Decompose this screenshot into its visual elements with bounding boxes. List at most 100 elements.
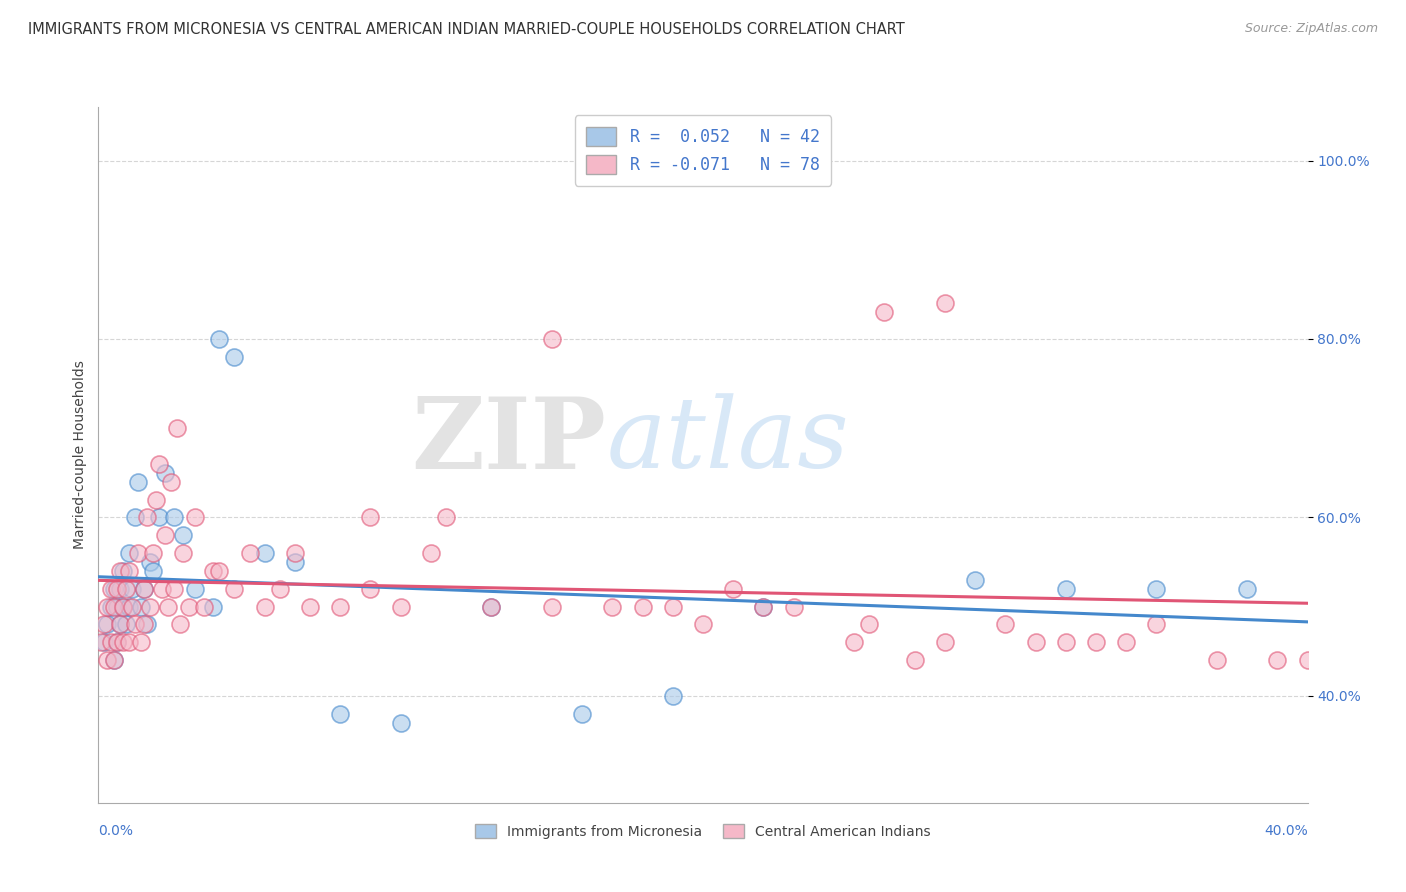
- Point: [224, 350, 246, 364]
- Point: [96, 617, 118, 632]
- Point: [1144, 617, 1167, 632]
- Point: [299, 599, 322, 614]
- Point: [1115, 635, 1137, 649]
- Point: [329, 599, 352, 614]
- Point: [208, 332, 231, 346]
- Text: 0.0%: 0.0%: [98, 823, 134, 838]
- Point: [127, 475, 149, 489]
- Point: [420, 546, 443, 560]
- Point: [253, 599, 276, 614]
- Point: [139, 555, 162, 569]
- Point: [108, 617, 131, 632]
- Point: [142, 546, 165, 560]
- Point: [193, 599, 215, 614]
- Point: [163, 510, 186, 524]
- Point: [132, 617, 155, 632]
- Point: [169, 617, 191, 632]
- Y-axis label: Married-couple Households: Married-couple Households: [73, 360, 87, 549]
- Point: [148, 510, 170, 524]
- Point: [103, 582, 125, 596]
- Point: [184, 582, 207, 596]
- Text: Source: ZipAtlas.com: Source: ZipAtlas.com: [1244, 22, 1378, 36]
- Point: [132, 582, 155, 596]
- Point: [93, 635, 115, 649]
- Point: [661, 599, 683, 614]
- Point: [1024, 635, 1046, 649]
- Point: [96, 653, 118, 667]
- Point: [481, 599, 503, 614]
- Point: [994, 617, 1017, 632]
- Point: [105, 635, 128, 649]
- Point: [163, 582, 186, 596]
- Point: [904, 653, 927, 667]
- Point: [153, 528, 176, 542]
- Point: [360, 510, 382, 524]
- Point: [100, 635, 122, 649]
- Point: [111, 635, 134, 649]
- Point: [172, 528, 194, 542]
- Point: [1144, 582, 1167, 596]
- Point: [160, 475, 183, 489]
- Point: [202, 599, 225, 614]
- Point: [108, 617, 131, 632]
- Point: [1236, 582, 1258, 596]
- Point: [284, 546, 307, 560]
- Point: [100, 599, 122, 614]
- Point: [96, 599, 118, 614]
- Text: IMMIGRANTS FROM MICRONESIA VS CENTRAL AMERICAN INDIAN MARRIED-COUPLE HOUSEHOLDS : IMMIGRANTS FROM MICRONESIA VS CENTRAL AM…: [28, 22, 905, 37]
- Point: [105, 635, 128, 649]
- Point: [1054, 635, 1077, 649]
- Point: [132, 582, 155, 596]
- Point: [121, 599, 143, 614]
- Legend: Immigrants from Micronesia, Central American Indians: Immigrants from Micronesia, Central Amer…: [470, 819, 936, 845]
- Point: [1085, 635, 1108, 649]
- Point: [108, 582, 131, 596]
- Point: [752, 599, 775, 614]
- Point: [114, 582, 136, 596]
- Point: [118, 599, 141, 614]
- Point: [145, 492, 167, 507]
- Point: [723, 582, 745, 596]
- Point: [540, 332, 562, 346]
- Point: [224, 582, 246, 596]
- Point: [93, 617, 115, 632]
- Point: [202, 564, 225, 578]
- Point: [118, 635, 141, 649]
- Point: [269, 582, 291, 596]
- Point: [124, 510, 146, 524]
- Point: [100, 582, 122, 596]
- Point: [105, 582, 128, 596]
- Point: [105, 599, 128, 614]
- Point: [481, 599, 503, 614]
- Point: [172, 546, 194, 560]
- Point: [153, 466, 176, 480]
- Point: [661, 689, 683, 703]
- Point: [118, 564, 141, 578]
- Point: [129, 599, 152, 614]
- Point: [111, 564, 134, 578]
- Point: [934, 635, 956, 649]
- Point: [103, 653, 125, 667]
- Point: [571, 706, 593, 721]
- Point: [858, 617, 880, 632]
- Point: [1054, 582, 1077, 596]
- Point: [389, 715, 412, 730]
- Point: [103, 653, 125, 667]
- Point: [124, 617, 146, 632]
- Point: [103, 599, 125, 614]
- Point: [783, 599, 806, 614]
- Point: [135, 510, 157, 524]
- Point: [631, 599, 654, 614]
- Point: [389, 599, 412, 614]
- Point: [121, 582, 143, 596]
- Point: [873, 305, 896, 319]
- Point: [150, 582, 173, 596]
- Point: [540, 599, 562, 614]
- Point: [1267, 653, 1289, 667]
- Point: [118, 546, 141, 560]
- Point: [1296, 653, 1319, 667]
- Point: [179, 599, 201, 614]
- Point: [139, 599, 162, 614]
- Point: [108, 564, 131, 578]
- Point: [135, 617, 157, 632]
